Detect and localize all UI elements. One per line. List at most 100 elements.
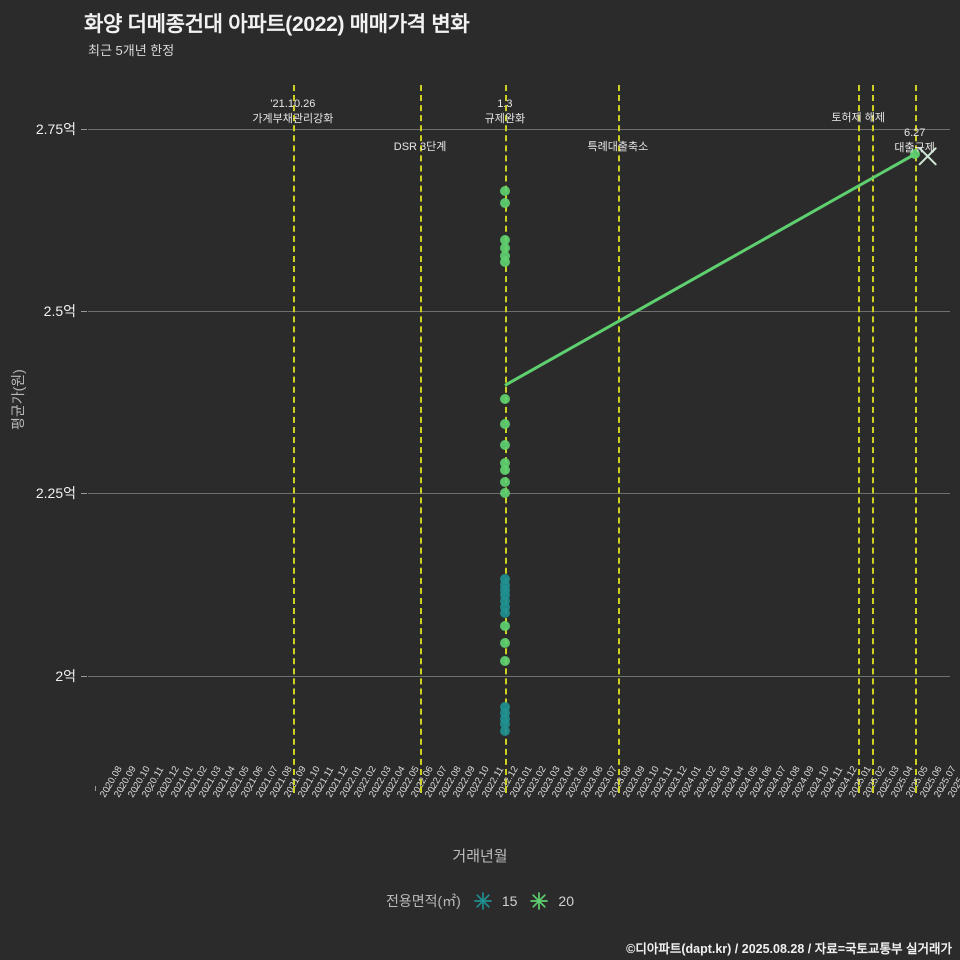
scatter-point (499, 250, 510, 261)
x-tick-mark (434, 786, 436, 791)
x-tick-mark (745, 786, 747, 791)
event-date-label: 6.27 (903, 127, 926, 139)
scatter-point (499, 198, 510, 209)
scatter-point (499, 719, 510, 730)
x-tick-mark (519, 786, 520, 791)
event-line (914, 85, 917, 785)
scatter-point (909, 149, 920, 160)
legend-title: 전용면적(㎡) (385, 893, 461, 909)
x-tick-mark (363, 786, 365, 791)
x-tick-mark (561, 786, 563, 791)
x-tick-mark (632, 786, 634, 791)
scatter-point (499, 488, 510, 499)
legend-item-15[interactable]: 15 (472, 890, 518, 912)
x-tick-mark (193, 786, 195, 791)
scatter-point (499, 607, 510, 618)
x-tick-mark (264, 786, 266, 791)
x-tick-mark (787, 786, 789, 791)
scatter-point (499, 580, 510, 591)
x-tick-mark (829, 786, 831, 791)
x-tick-mark (420, 786, 423, 793)
event-line (292, 85, 295, 785)
event-line (504, 85, 507, 785)
y-tick-mark (81, 675, 87, 677)
scatter-point (499, 257, 510, 268)
legend-label-15: 15 (501, 893, 518, 909)
x-tick-mark (773, 786, 775, 791)
x-tick-mark (165, 786, 167, 791)
scatter-point (499, 590, 510, 601)
scatter-point (499, 440, 510, 451)
scatter-point (499, 656, 510, 667)
x-tick-mark (109, 786, 111, 791)
x-tick-mark (533, 786, 535, 791)
x-tick-mark (730, 786, 732, 791)
event-name-label: 토허제 해제 (831, 112, 885, 124)
scatter-point (499, 458, 510, 469)
trend-line-layer (504, 147, 937, 387)
x-tick-mark (504, 786, 507, 793)
x-tick-mark (278, 786, 280, 791)
legend: 전용면적(㎡) 15 (0, 890, 960, 912)
x-tick-mark (123, 786, 125, 791)
y-tick-label: 2억 (55, 667, 76, 684)
gridline (88, 675, 950, 677)
y-tick-mark (81, 311, 87, 313)
event-date-label: 1.3 (497, 98, 513, 110)
x-tick-mark (900, 786, 902, 791)
x-tick-mark (476, 786, 478, 791)
y-axis-title: 평균가(원) (10, 369, 26, 430)
x-tick-mark (646, 786, 648, 791)
event-name-label: 규제완화 (484, 113, 526, 125)
footer-credit: ©디아파트(dapt.kr) / 2025.08.28 / 자료=국토교통부 실… (626, 942, 952, 956)
y-tick-mark (81, 493, 87, 495)
scatter-point (499, 465, 510, 475)
x-tick-mark (208, 786, 210, 791)
scatter-point (499, 637, 510, 648)
legend-item-20[interactable]: 20 (528, 890, 574, 912)
x-tick-mark (307, 786, 309, 791)
x-tick-mark (844, 786, 846, 791)
x-tick-mark (914, 786, 917, 793)
asterisk-marker-15-icon (472, 890, 494, 912)
x-axis-tick-labels: 2020.08 2020.09 2020.10 2020.11 2020.12 2021.… (88, 764, 960, 846)
x-tick-mark (589, 786, 591, 791)
scatter-point (499, 243, 510, 254)
x-tick-mark (321, 786, 323, 791)
y-tick-mark (81, 128, 87, 130)
event-name-label: 가계부채관리강화 (252, 113, 334, 125)
x-tick-mark (716, 786, 718, 791)
scatter-point (499, 596, 510, 607)
scatter-point (499, 701, 510, 712)
scatter-point (499, 707, 510, 718)
x-tick-mark (603, 786, 605, 791)
x-tick-mark (349, 786, 351, 791)
y-tick-label: 2.25억 (35, 485, 76, 502)
x-tick-mark (448, 786, 450, 791)
legend-label-20: 20 (558, 893, 574, 909)
x-tick-mark (575, 786, 577, 791)
x-tick-mark (462, 786, 464, 791)
scatter-point (499, 574, 510, 585)
x-tick-mark (702, 786, 704, 791)
scatter-point (499, 476, 510, 487)
x-tick-mark (377, 786, 379, 791)
scatter-point (499, 726, 510, 737)
x-tick-mark (137, 786, 139, 791)
x-tick-mark (179, 786, 181, 791)
x-axis-title: 거래년월 (452, 848, 508, 865)
x-tick-mark (490, 786, 492, 791)
scatter-point (499, 419, 510, 430)
x-tick-mark (95, 786, 97, 791)
x-tick-mark (801, 786, 803, 791)
gridline (88, 493, 950, 495)
chart-subtitle: 최근 5개년 한정 (88, 43, 175, 58)
scatter-point (499, 713, 510, 724)
x-tick-mark (617, 786, 620, 793)
x-tick-mark (250, 786, 252, 791)
x-tick-mark (886, 786, 888, 791)
event-line (420, 85, 423, 785)
asterisk-marker-20-icon (528, 890, 550, 912)
x-tick-mark (688, 786, 690, 791)
